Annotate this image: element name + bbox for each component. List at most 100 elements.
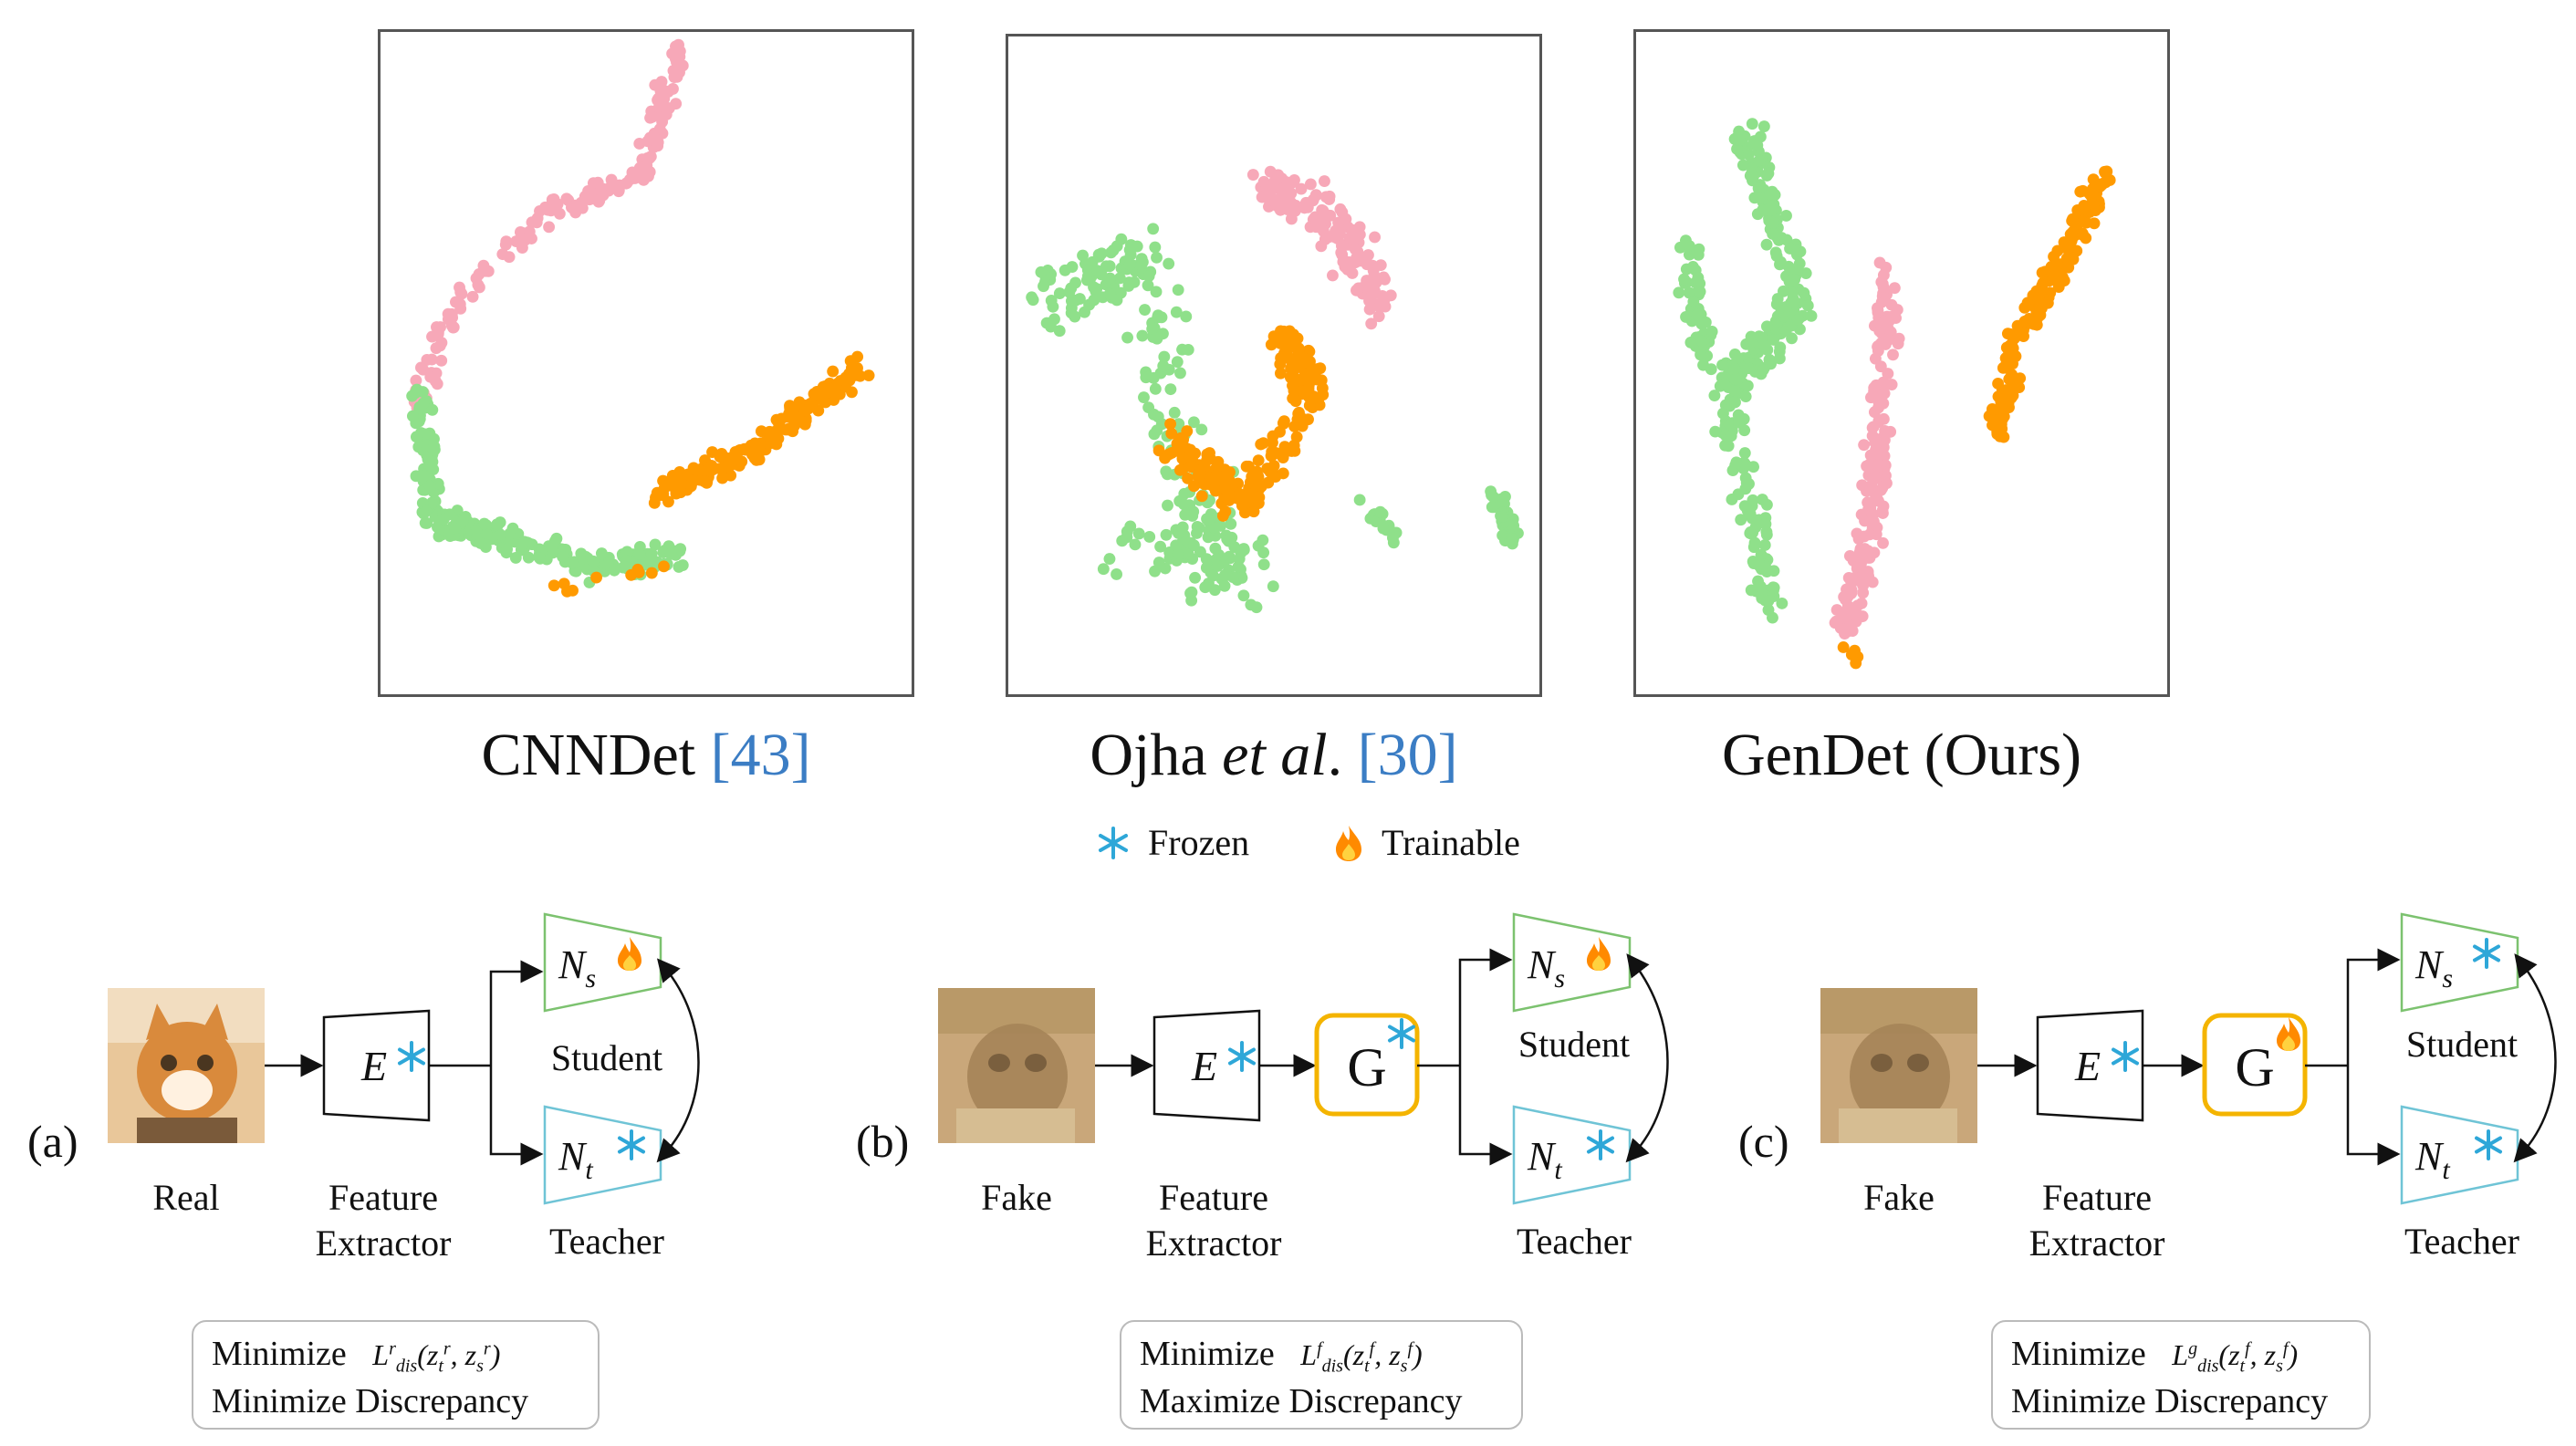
point-pink (1892, 338, 1904, 350)
teacher-symbol-a-sub: t (585, 1154, 593, 1185)
point-pink (531, 212, 544, 224)
point-green (1142, 270, 1155, 283)
point-green (1207, 569, 1220, 582)
loss-line2-b: Maximize Discrepancy (1140, 1382, 1463, 1421)
point-orange (735, 455, 748, 468)
teacher-label-b: Teacher (1517, 1221, 1632, 1262)
point-pink (1868, 381, 1881, 394)
point-green (1069, 276, 1081, 289)
teacher-symbol-c-n: N (2415, 1134, 2443, 1179)
point-orange (1194, 467, 1206, 479)
caption-ojha-main: Ojha (1090, 722, 1223, 788)
point-orange (1297, 351, 1309, 364)
point-orange (2035, 286, 2047, 299)
point-orange (1284, 371, 1297, 384)
point-green (1124, 520, 1137, 533)
point-green (1717, 378, 1730, 390)
teacher-symbol-b: Nt (1528, 1131, 1591, 1187)
point-orange (2044, 286, 2057, 299)
point-green (557, 550, 569, 563)
point-green (1147, 371, 1160, 384)
point-green (1038, 280, 1049, 293)
point-green (1245, 598, 1257, 611)
point-orange (779, 423, 792, 436)
point-green (1150, 286, 1163, 298)
point-orange (1288, 439, 1300, 452)
student-symbol-c-n: N (2415, 942, 2443, 987)
legend-trainable-label: Trainable (1382, 822, 1520, 863)
point-orange (1265, 338, 1278, 351)
extractor-label-a: Feature Extractor (292, 1175, 475, 1266)
extractor-symbol-b-text: E (1191, 1043, 1218, 1089)
scatter-plot-ojha (1006, 34, 1542, 697)
point-pink (1334, 228, 1346, 241)
point-green (1088, 294, 1100, 307)
student-symbol-a-n: N (558, 942, 586, 987)
loss-line1-c: Minimize Lgdis(ztf, zsf) (2011, 1331, 2351, 1378)
legend-trainable: Trainable (1332, 821, 1520, 864)
point-orange (1286, 356, 1298, 368)
point-pink (1887, 348, 1899, 361)
loss-z2-sub-c: s (2276, 1356, 2283, 1377)
point-green (1187, 416, 1200, 429)
point-orange (806, 398, 819, 411)
point-green (1739, 390, 1752, 403)
point-orange (1316, 382, 1329, 394)
point-green (1683, 286, 1695, 299)
point-pink (1859, 515, 1871, 527)
point-green (1161, 468, 1173, 481)
point-orange (1274, 358, 1287, 370)
point-pink (1873, 440, 1885, 453)
point-orange (2021, 296, 2034, 309)
point-green (1220, 569, 1233, 582)
point-pink (466, 290, 479, 303)
caption-ojha-italic: et al (1222, 722, 1328, 788)
caption-ojha-cite[interactable]: [30] (1357, 722, 1458, 788)
point-green (1722, 440, 1735, 453)
point-green (1787, 295, 1799, 307)
loss-box-a: Minimize Lrdis(ztr, zsr) Minimize Discre… (192, 1320, 600, 1430)
point-green (1753, 154, 1766, 167)
point-green (1162, 499, 1173, 512)
point-green (1789, 274, 1801, 286)
point-green (587, 555, 600, 567)
point-green (1774, 341, 1787, 354)
loss-z2-sup-b: f (1407, 1338, 1413, 1359)
point-pink (639, 168, 652, 181)
point-pink (662, 86, 674, 98)
point-orange (658, 560, 670, 573)
point-orange (658, 482, 671, 494)
point-green (1725, 430, 1737, 442)
extractor-label-a-2: Extractor (315, 1222, 452, 1264)
point-green (1103, 260, 1116, 273)
point-green (1195, 423, 1208, 436)
loss-z2-sub-b: s (1400, 1356, 1408, 1377)
point-pink (1881, 477, 1893, 490)
point-green (1157, 359, 1170, 372)
point-pink (1319, 208, 1331, 221)
point-orange (1311, 391, 1324, 404)
point-green (1149, 241, 1162, 254)
point-green (1180, 310, 1193, 323)
point-green (1173, 418, 1185, 431)
caption-cnndet: CNNDet [43] (378, 721, 914, 790)
point-pink (1859, 543, 1871, 555)
point-orange (734, 444, 746, 456)
point-pink (516, 232, 527, 244)
loss-z1-sub-c: t (2239, 1356, 2246, 1377)
point-green (566, 557, 579, 569)
point-pink (499, 238, 512, 251)
point-orange (1239, 490, 1252, 503)
point-green (1077, 249, 1089, 262)
point-green (1801, 299, 1814, 312)
point-green (1705, 326, 1718, 338)
loss-line1-a: Minimize Lrdis(ztr, zsr) (212, 1331, 579, 1378)
caption-cnndet-cite[interactable]: [43] (710, 722, 811, 788)
point-green (1157, 328, 1169, 340)
point-green (1377, 522, 1390, 535)
point-green (1752, 182, 1765, 194)
point-pink (1318, 175, 1330, 188)
legend-frozen: Frozen (1095, 821, 1249, 864)
point-green (674, 543, 687, 556)
point-orange (2037, 276, 2049, 289)
